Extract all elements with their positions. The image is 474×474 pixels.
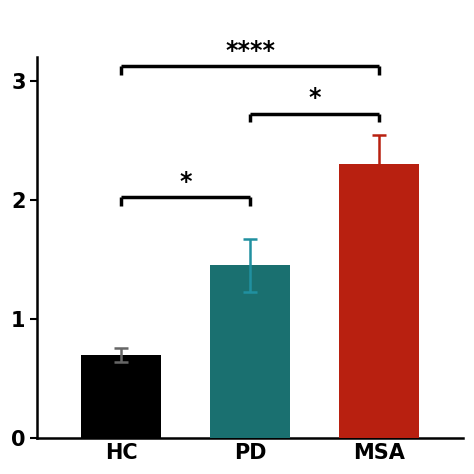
Bar <box>81 355 161 438</box>
Text: *: * <box>180 170 192 194</box>
Text: ****: **** <box>225 39 275 63</box>
Text: *: * <box>309 86 321 110</box>
Bar <box>339 164 419 438</box>
Bar <box>210 265 290 438</box>
